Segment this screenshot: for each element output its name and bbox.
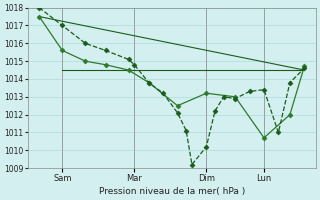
X-axis label: Pression niveau de la mer( hPa ): Pression niveau de la mer( hPa ) [99,187,245,196]
